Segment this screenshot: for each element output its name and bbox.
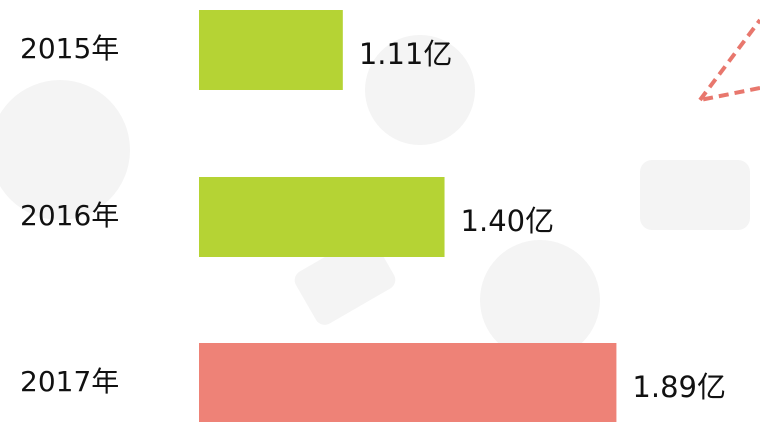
bar bbox=[199, 177, 445, 257]
chart: 2015年 1.11亿 2016年 1.40亿 2017年 1.89亿 bbox=[0, 0, 760, 422]
bar bbox=[199, 10, 343, 90]
value-label: 1.11亿 bbox=[359, 37, 453, 71]
value-label: 1.89亿 bbox=[632, 370, 726, 404]
dashed-arrow bbox=[700, 20, 760, 100]
page: {"chart_data": {"type": "barh", "categor… bbox=[0, 0, 760, 422]
category-label: 2017年 bbox=[20, 365, 119, 398]
bar bbox=[199, 343, 616, 422]
category-label: 2016年 bbox=[20, 199, 119, 232]
category-label: 2015年 bbox=[20, 32, 119, 65]
value-label: 1.40亿 bbox=[461, 204, 555, 238]
